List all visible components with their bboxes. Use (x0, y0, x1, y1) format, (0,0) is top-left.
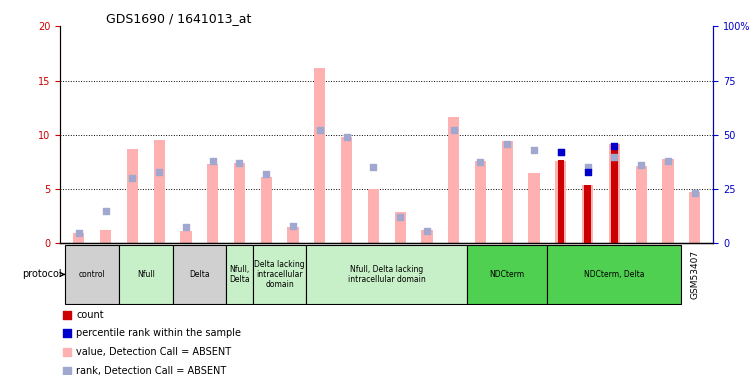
Point (153, 169, 165, 175)
FancyBboxPatch shape (467, 244, 547, 304)
Point (440, 192, 452, 198)
Bar (611, 145, 617, 243)
Bar (584, 185, 591, 243)
Bar (368, 189, 379, 243)
Text: count: count (77, 310, 104, 320)
Text: control: control (79, 270, 106, 279)
Point (207, 158, 219, 164)
Bar (180, 231, 192, 243)
Bar (73, 232, 84, 243)
Point (100, 208, 112, 214)
Point (180, 224, 192, 230)
Text: percentile rank within the sample: percentile rank within the sample (77, 328, 241, 338)
Bar (529, 173, 540, 243)
Bar (127, 149, 138, 243)
Bar (689, 192, 701, 243)
Text: rank, Detection Call = ABSENT: rank, Detection Call = ABSENT (77, 366, 227, 375)
Point (555, 149, 567, 155)
Point (662, 158, 674, 164)
Text: protocol: protocol (22, 269, 62, 279)
Bar (421, 230, 433, 243)
Point (475, 159, 487, 165)
Point (581, 164, 593, 170)
Bar (635, 166, 647, 243)
Bar (662, 159, 674, 243)
Text: NDCterm, Delta: NDCterm, Delta (584, 270, 644, 279)
Text: NDCterm: NDCterm (490, 270, 525, 279)
Bar (475, 161, 486, 243)
FancyBboxPatch shape (547, 244, 681, 304)
FancyBboxPatch shape (173, 244, 226, 304)
Point (635, 162, 647, 168)
Text: GDS1690 / 1641013_at: GDS1690 / 1641013_at (106, 12, 251, 25)
Point (341, 134, 353, 140)
FancyBboxPatch shape (306, 244, 467, 304)
Point (528, 147, 540, 153)
Point (440, 23, 452, 29)
Bar (100, 230, 111, 243)
Bar (261, 177, 272, 243)
Point (234, 160, 246, 166)
Text: value, Detection Call = ABSENT: value, Detection Call = ABSENT (77, 347, 231, 357)
Point (581, 169, 593, 175)
Point (689, 190, 701, 196)
Text: Nfull: Nfull (137, 270, 155, 279)
Point (73, 230, 85, 236)
Point (367, 164, 379, 170)
FancyBboxPatch shape (119, 244, 173, 304)
Bar (555, 161, 566, 243)
Bar (314, 68, 325, 243)
Bar (341, 137, 352, 243)
Point (555, 149, 567, 155)
FancyBboxPatch shape (226, 244, 253, 304)
Point (421, 228, 433, 234)
Text: Nfull,
Delta: Nfull, Delta (229, 265, 250, 284)
Bar (609, 144, 620, 243)
Text: Nfull, Delta lacking
intracellular domain: Nfull, Delta lacking intracellular domai… (348, 265, 426, 284)
Point (440, 362, 452, 368)
Point (608, 143, 620, 149)
FancyBboxPatch shape (253, 244, 306, 304)
Point (261, 171, 273, 177)
Text: Delta: Delta (189, 270, 210, 279)
Bar (448, 117, 460, 243)
Point (287, 223, 299, 229)
Point (608, 153, 620, 159)
Bar (502, 141, 513, 243)
Point (501, 141, 513, 147)
Point (394, 214, 406, 220)
Text: Delta lacking
intracellular
domain: Delta lacking intracellular domain (255, 260, 305, 290)
Bar (234, 163, 245, 243)
Bar (288, 227, 299, 243)
Bar (557, 160, 564, 243)
Point (314, 128, 326, 134)
Bar (153, 140, 164, 243)
Point (126, 175, 138, 181)
FancyBboxPatch shape (65, 244, 119, 304)
Bar (394, 212, 406, 243)
Bar (207, 164, 219, 243)
Bar (582, 185, 593, 243)
Point (448, 128, 460, 134)
